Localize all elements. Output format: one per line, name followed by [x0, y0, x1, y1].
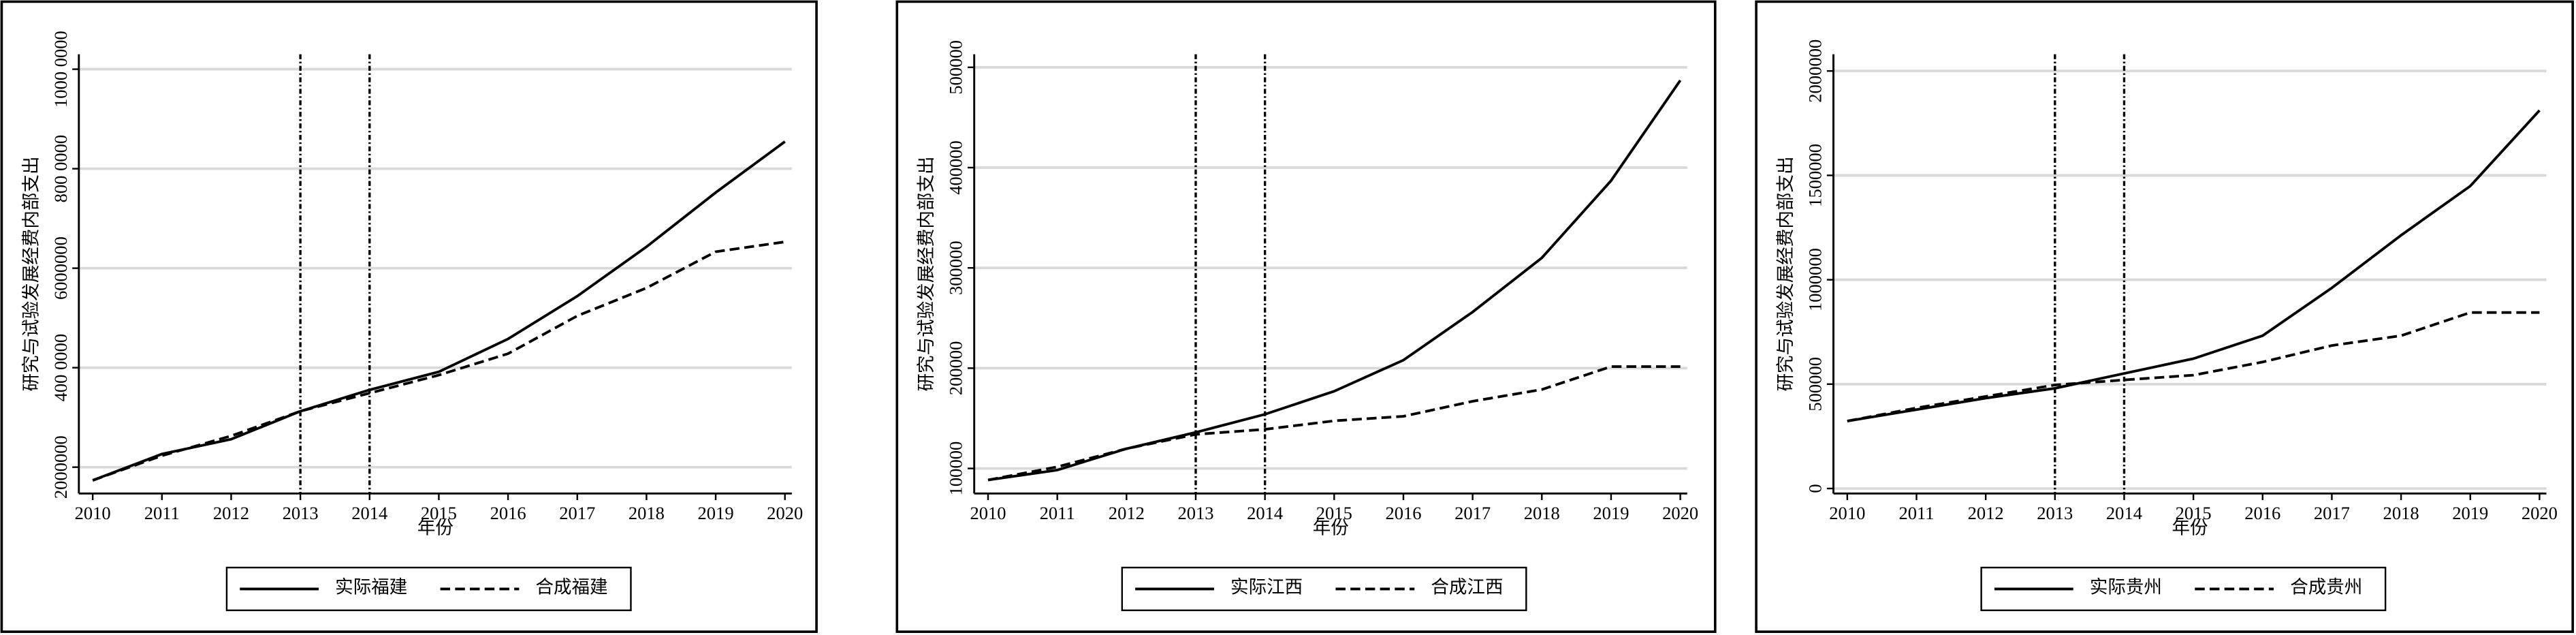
- y-axis-label: 研究与试验发展经费内部支出: [1775, 156, 1796, 391]
- y-axis-label: 研究与试验发展经费内部支出: [20, 156, 41, 391]
- x-tick-label: 2011: [1040, 503, 1075, 523]
- legend-label: 合成福建: [536, 576, 608, 597]
- y-tick-label: 0: [1804, 484, 1825, 493]
- y-tick-label: 6000000: [50, 236, 71, 300]
- panel-frame: [1755, 0, 2574, 633]
- x-tick-label: 2019: [2452, 503, 2488, 523]
- x-tick-label: 2018: [2383, 503, 2419, 523]
- series-line: [1847, 109, 2541, 422]
- x-tick-label: 2013: [2037, 503, 2073, 523]
- x-tick-label: 2015: [421, 503, 457, 523]
- legend-label: 合成江西: [1431, 576, 1503, 597]
- series-line: [92, 140, 786, 482]
- chart-panel: 100000 200000 300000 400000 500000 2010 2011 20…: [895, 0, 1717, 633]
- x-tick-label: 2014: [1247, 503, 1283, 523]
- legend-label: 实际福建: [335, 576, 407, 597]
- series-line: [987, 79, 1682, 482]
- y-tick-label: 400 0000: [50, 334, 71, 402]
- x-tick-label: 2017: [1454, 503, 1491, 523]
- x-tick-label: 2016: [2244, 503, 2280, 523]
- y-tick-label: 300000: [946, 241, 966, 295]
- chart-panel: 0 500000 1000000 1500000 2000000 2010 2011 2012…: [1755, 0, 2574, 633]
- x-tick-label: 2020: [767, 503, 803, 523]
- x-tick-label: 2015: [1316, 503, 1352, 523]
- y-tick-label: 1000 0000: [50, 31, 71, 108]
- y-axis-label: 研究与试验发展经费内部支出: [916, 156, 936, 391]
- x-tick-label: 2016: [490, 503, 526, 523]
- x-tick-label: 2013: [283, 503, 319, 523]
- y-tick-label: 500000: [946, 40, 966, 95]
- x-tick-label: 2016: [1385, 503, 1421, 523]
- x-tick-label: 2012: [213, 503, 249, 523]
- y-tick-label: 400000: [946, 140, 966, 195]
- x-axis-label: 年份: [1313, 518, 1349, 538]
- y-tick-label: 1000000: [1804, 248, 1825, 311]
- y-tick-label: 200000: [946, 341, 966, 396]
- y-tick-label: 2000000: [1804, 40, 1825, 103]
- x-tick-label: 2010: [1829, 503, 1865, 523]
- x-tick-label: 2010: [75, 503, 111, 523]
- x-tick-label: 2019: [1593, 503, 1629, 523]
- x-axis-label: 年份: [2172, 518, 2208, 538]
- legend-label: 实际贵州: [2090, 576, 2162, 597]
- x-tick-label: 2017: [2314, 503, 2350, 523]
- x-tick-label: 2014: [351, 503, 387, 523]
- x-tick-label: 2012: [1109, 503, 1145, 523]
- y-tick-label: 1500000: [1804, 144, 1825, 207]
- x-tick-label: 2017: [559, 503, 595, 523]
- y-tick-label: 100000: [946, 442, 966, 496]
- y-tick-label: 500000: [1804, 357, 1825, 412]
- x-tick-label: 2015: [2176, 503, 2212, 523]
- x-tick-label: 2011: [1898, 503, 1934, 523]
- legend-label: 合成贵州: [2290, 576, 2362, 597]
- x-tick-label: 2018: [629, 503, 665, 523]
- x-tick-label: 2020: [1662, 503, 1698, 523]
- y-tick-label: 2000000: [50, 435, 71, 499]
- x-tick-label: 2012: [1968, 503, 2004, 523]
- x-tick-label: 2013: [1177, 503, 1213, 523]
- series-line: [1847, 311, 2540, 422]
- x-tick-label: 2010: [970, 503, 1006, 523]
- chart-panel: 2000000 400 0000 6000000 800 0000 1000 0000 2…: [0, 0, 818, 633]
- legend-label: 实际江西: [1230, 576, 1303, 597]
- x-tick-label: 2014: [2106, 503, 2142, 523]
- x-tick-label: 2019: [698, 503, 734, 523]
- series-line: [92, 241, 785, 482]
- x-axis-label: 年份: [417, 518, 454, 538]
- panel-frame: [0, 0, 818, 633]
- x-tick-label: 2011: [144, 503, 180, 523]
- panel-frame: [895, 0, 1717, 633]
- x-tick-label: 2018: [1524, 503, 1560, 523]
- x-tick-label: 2020: [2522, 503, 2558, 523]
- y-tick-label: 800 0000: [50, 135, 71, 203]
